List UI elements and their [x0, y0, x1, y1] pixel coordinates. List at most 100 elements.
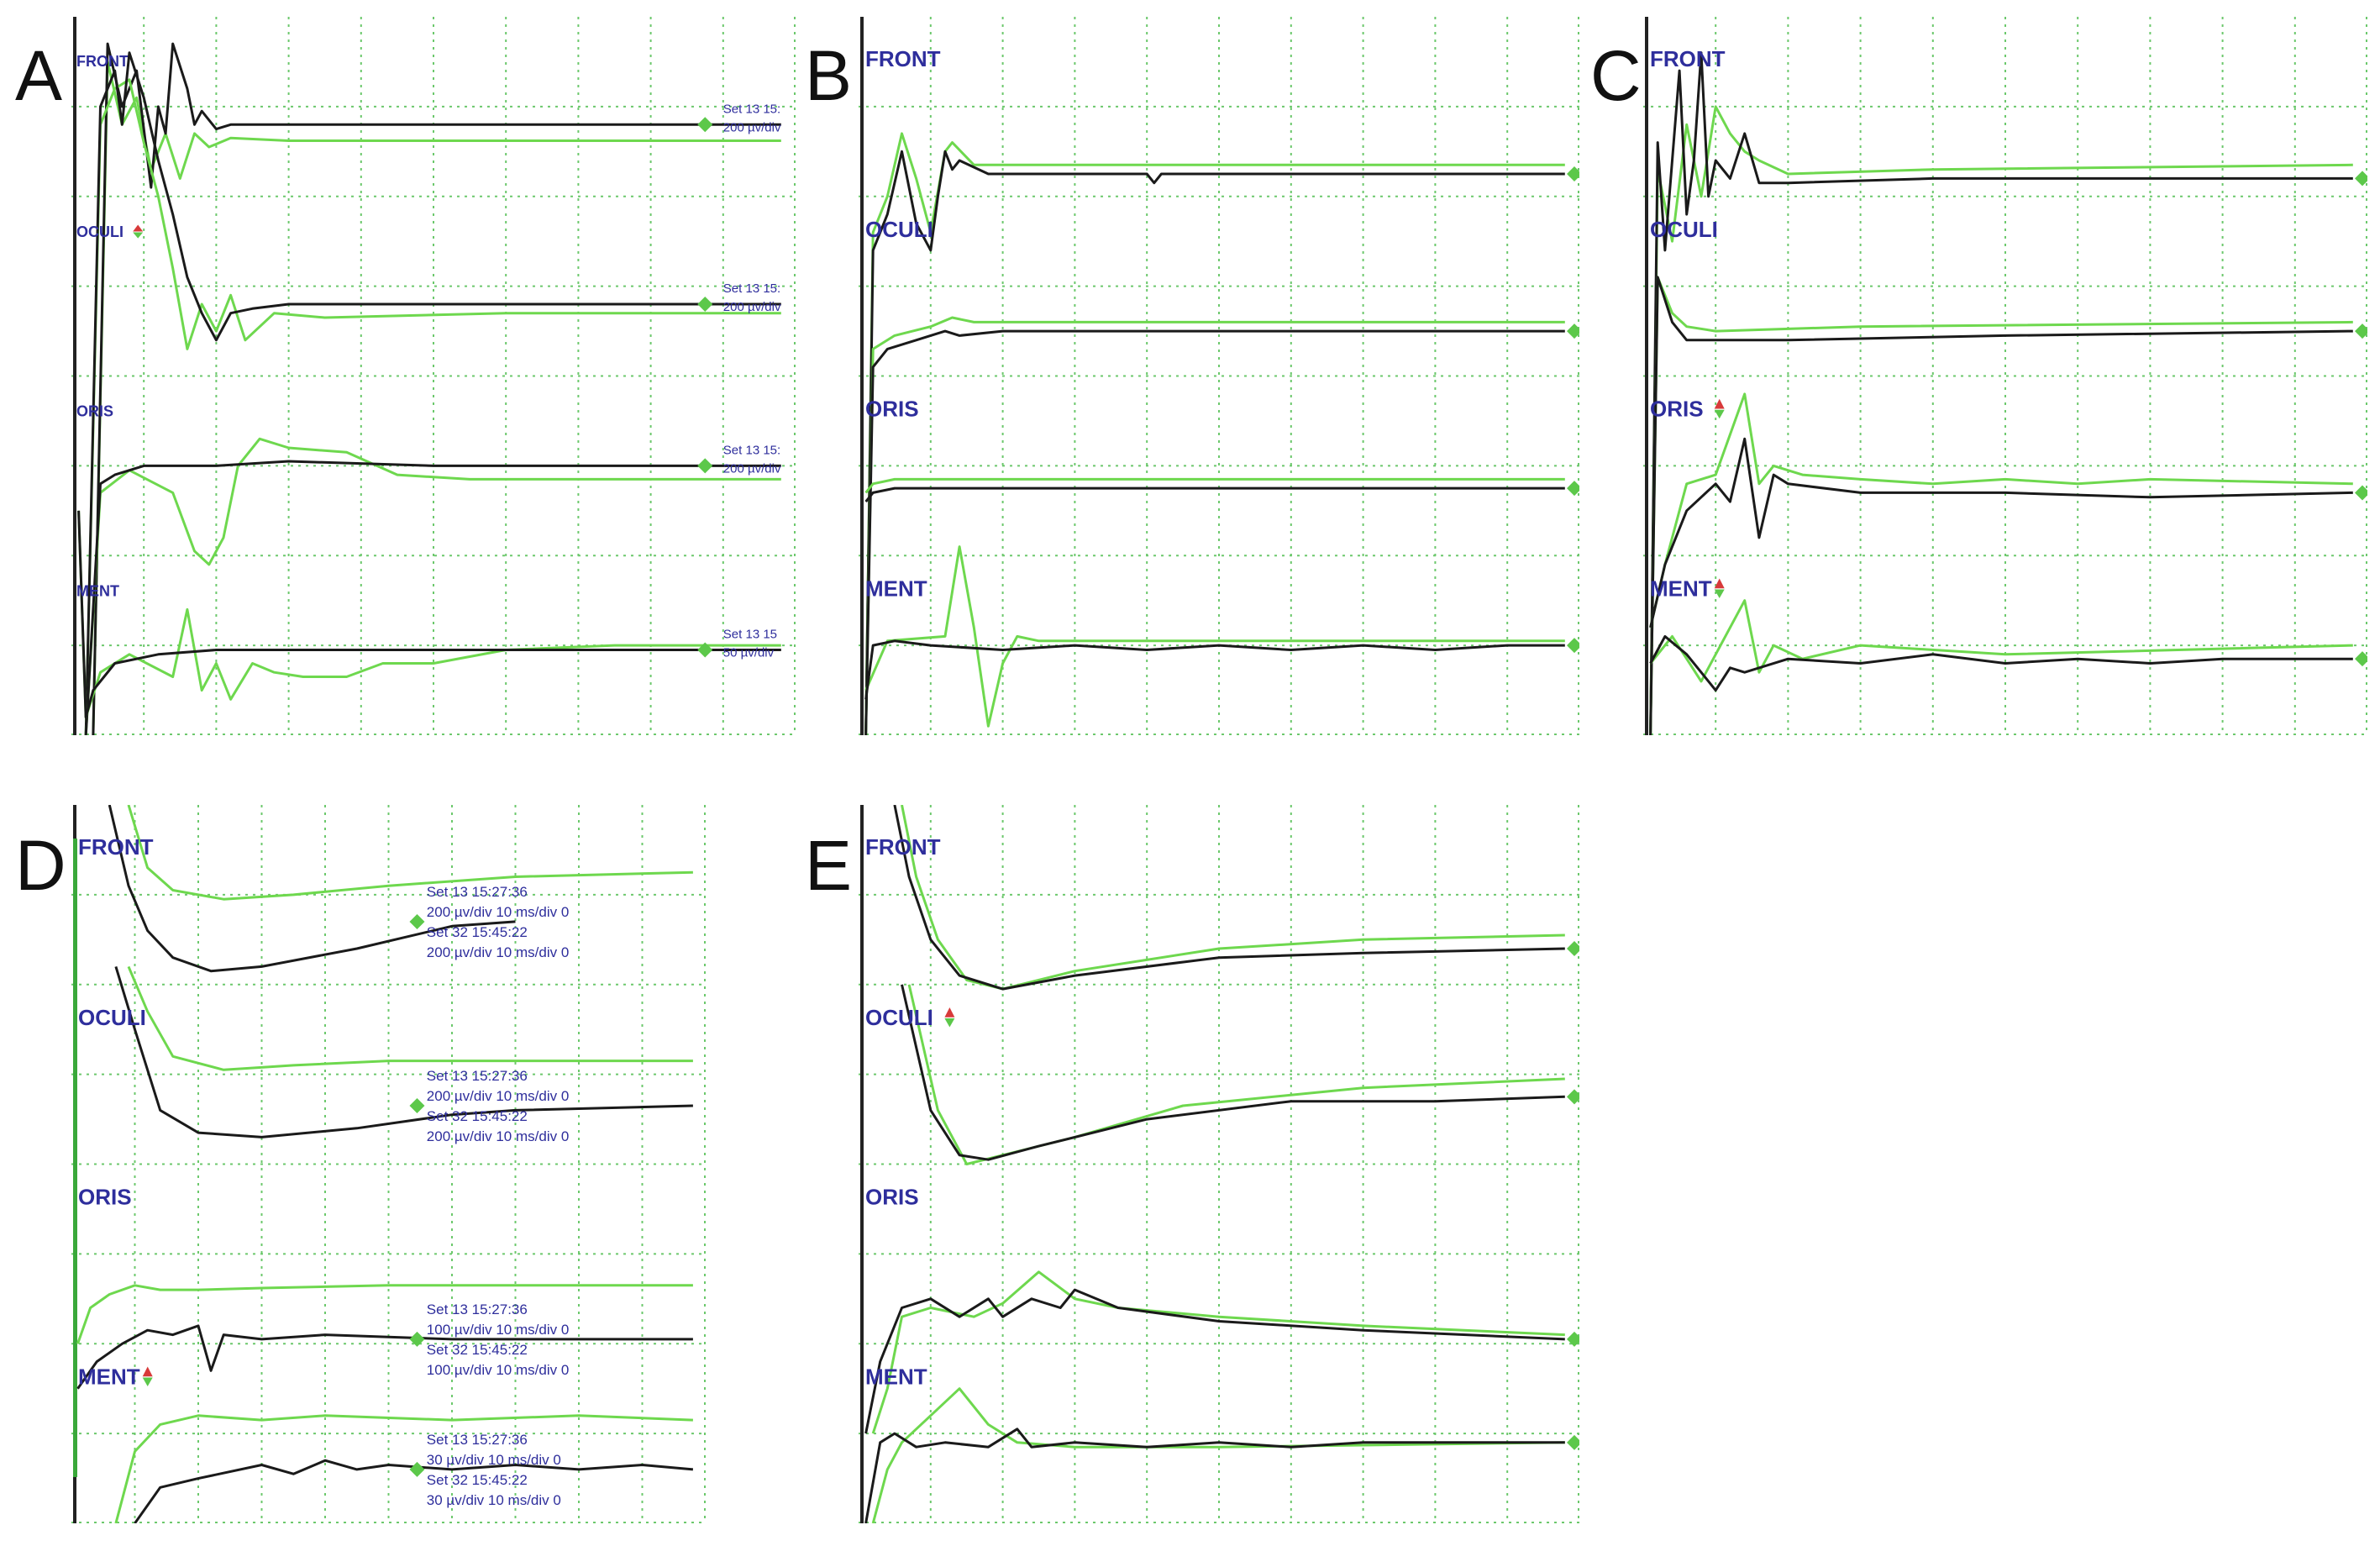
emg-plot-svg: FRONT OCULI ORIS MENT [859, 17, 1579, 735]
readout-line-oculi: 200 µv/div [723, 300, 781, 314]
readout-line-ment: 50 µv/div [723, 645, 775, 660]
channel-label-oculi: OCULI [865, 1005, 933, 1030]
grid [859, 805, 1579, 1523]
grid [71, 17, 796, 735]
trigger-marker-oris [1714, 398, 1725, 409]
panel-letter-a: A [15, 36, 63, 115]
level-marker-oculi [1567, 1089, 1579, 1105]
trace-recorded-front [893, 805, 1565, 991]
trace-reference-front [901, 805, 1565, 991]
channel-label-ment: MENT [78, 1364, 140, 1389]
trace-reference-oris [871, 1270, 1565, 1434]
trace-reference-ment [1649, 599, 2353, 683]
level-marker-front [1567, 166, 1579, 182]
level-marker-front [1567, 941, 1579, 956]
readout-line-front: Set 32 15:45:22 [427, 924, 528, 940]
trigger-marker-base-ment [142, 1377, 153, 1386]
trace-reference-oris [76, 1284, 693, 1344]
emg-plot-svg: FRONT OCULI ORIS MENT [859, 805, 1579, 1523]
channel-label-oculi: OCULI [865, 217, 933, 242]
grid [859, 17, 1579, 735]
level-marker-oculi [697, 297, 713, 312]
trace-reference-oris [84, 437, 781, 735]
trace-reference-oculi [1649, 276, 2353, 735]
trace-recorded-front [864, 150, 1565, 735]
trace-reference-oculi [127, 965, 693, 1071]
readout-line-front: 200 µv/div 10 ms/div 0 [427, 944, 570, 960]
channel-label-oris: ORIS [865, 1185, 919, 1210]
readout-line-oris: Set 13 15:27:36 [427, 1301, 528, 1317]
trace-recorded-front [108, 805, 516, 973]
level-marker-ment [1567, 1434, 1579, 1450]
trace-recorded-oris [76, 1324, 693, 1390]
channel-label-oris: ORIS [76, 403, 113, 420]
trigger-marker-ment [142, 1366, 153, 1377]
trace-reference-front [92, 60, 781, 735]
trigger-marker-oculi [133, 224, 144, 232]
trace-reference-ment [114, 1414, 693, 1523]
level-marker-oculi [2355, 323, 2367, 339]
level-marker-front [409, 913, 425, 929]
level-marker-oculi [1567, 323, 1579, 339]
trace-recorded-oris [1649, 437, 2353, 628]
readout-line-front: Set 13 15:27:36 [427, 884, 528, 900]
panel-letter-e: E [805, 826, 853, 905]
trace-recorded-ment [77, 510, 781, 719]
trace-recorded-oris [84, 460, 781, 735]
readout-line-ment: Set 13 15:27:36 [427, 1432, 528, 1448]
trace-recorded-front [92, 42, 781, 735]
level-marker-oculi [409, 1098, 425, 1114]
readout-line-ment: 30 µv/div 10 ms/div 0 [427, 1492, 561, 1508]
readout-line-oris: Set 13 15: [723, 443, 780, 457]
readout-line-ment: Set 13 15 [723, 627, 777, 641]
trigger-marker-base-oris [1714, 409, 1725, 419]
readout-line-oris: Set 32 15:45:22 [427, 1342, 528, 1358]
trace-reference-ment [864, 545, 1565, 728]
trace-recorded-ment [134, 1459, 694, 1523]
emg-panel-d: FRONT Set 13 15:27:36 200 µv/div 10 ms/div… [71, 805, 706, 1523]
trace-recorded-ment [864, 1428, 1565, 1523]
channel-label-oculi: OCULI [76, 223, 123, 240]
level-marker-ment [1567, 638, 1579, 654]
trace-recorded-ment [1649, 634, 2353, 692]
trace-reference-oris [864, 477, 1565, 494]
level-marker-oris [1567, 1331, 1579, 1347]
trace-recorded-front [1649, 51, 2353, 735]
channel-label-ment: MENT [865, 576, 927, 601]
channel-label-ment: MENT [76, 582, 119, 599]
channel-label-ment: MENT [1650, 576, 1712, 601]
emg-plot-svg: FRONT Set 13 15:27:36 200 µv/div 10 ms/div… [71, 805, 706, 1523]
emg-plot-svg: FRONT OCULI ORIS MENT [1643, 17, 2367, 735]
readout-line-ment: Set 32 15:45:22 [427, 1472, 528, 1488]
readout-line-oculi: Set 13 15: [723, 281, 780, 296]
readout-line-front: 200 µv/div [723, 120, 781, 134]
panel-letter-d: D [15, 826, 66, 905]
emg-plot-svg: FRONT Set 13 15: 200 µv/div OCULI Set 13 15:… [71, 17, 796, 735]
readout-line-oculi: 200 µv/div 10 ms/div 0 [427, 1128, 570, 1144]
emg-panel-b: FRONT OCULI ORIS MENT [859, 17, 1579, 735]
stim-marker-bar [73, 839, 77, 1477]
trace-reference-front [127, 805, 693, 901]
trace-recorded-oris [864, 486, 1565, 503]
channel-label-front: FRONT [865, 46, 941, 71]
readout-line-oculi: 200 µv/div 10 ms/div 0 [427, 1088, 570, 1104]
level-marker-ment [697, 642, 713, 658]
trigger-marker-ment [1714, 578, 1725, 589]
level-marker-oris [1567, 481, 1579, 497]
trace-recorded-oculi [864, 329, 1565, 735]
channel-label-ment: MENT [865, 1364, 927, 1389]
trigger-marker-base-oculi [944, 1018, 955, 1028]
trace-recorded-oculi [84, 51, 781, 735]
readout-line-front: 200 µv/div 10 ms/div 0 [427, 904, 570, 920]
level-marker-ment [2355, 651, 2367, 667]
panel-letter-c: C [1590, 36, 1642, 115]
readout-line-front: Set 13 15: [723, 102, 780, 116]
trace-recorded-oculi [114, 965, 693, 1138]
channel-label-front: FRONT [78, 834, 154, 860]
channel-label-front: FRONT [1650, 46, 1726, 71]
readout-line-oculi: Set 13 15:27:36 [427, 1068, 528, 1084]
readout-line-oculi: Set 32 15:45:22 [427, 1108, 528, 1124]
trigger-marker-base-ment [1714, 589, 1725, 598]
channel-label-oris: ORIS [78, 1185, 132, 1210]
channel-label-oculi: OCULI [1650, 217, 1718, 242]
